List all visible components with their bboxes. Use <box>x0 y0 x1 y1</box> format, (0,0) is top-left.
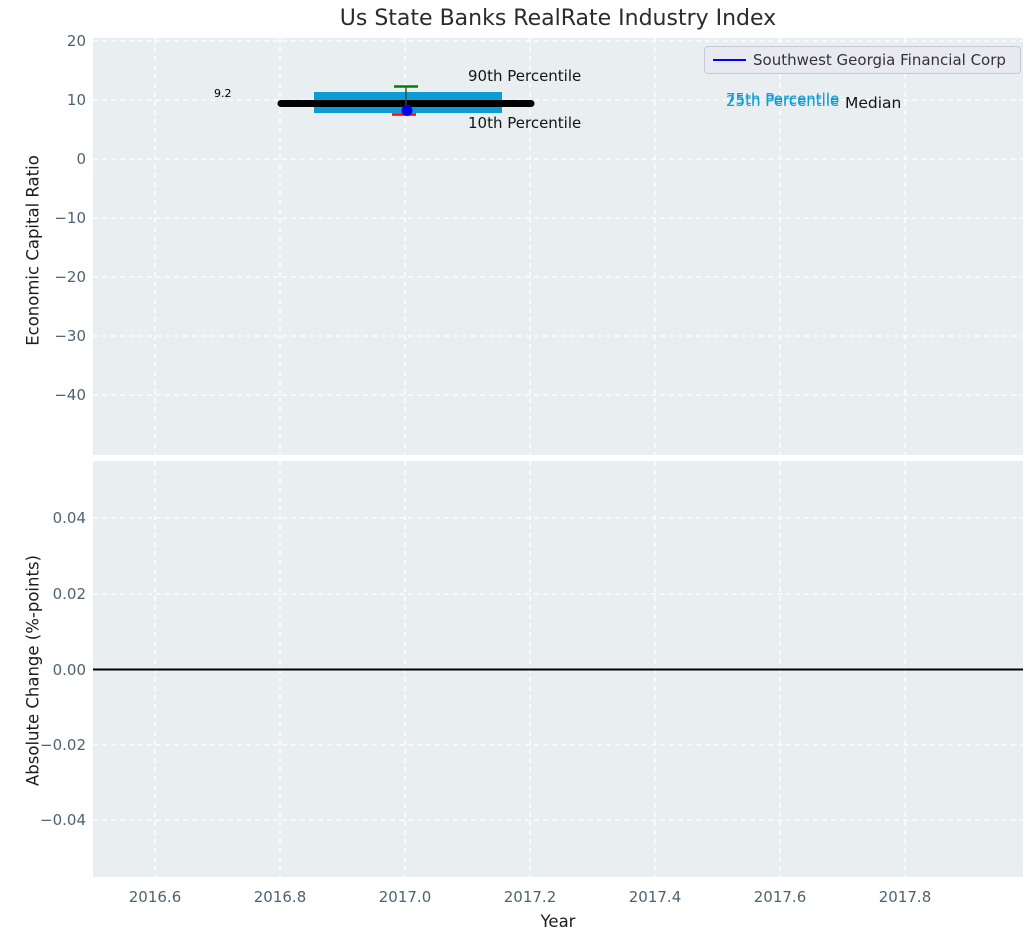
p75-annotation: 75th Percentile <box>726 90 840 108</box>
x-axis-label: Year <box>540 912 576 931</box>
bottom-ytick-n002: −0.02 <box>40 736 86 754</box>
p10-annotation: 10th Percentile <box>468 114 582 132</box>
legend: Southwest Georgia Financial Corp <box>704 46 1021 74</box>
median-annotation: Median <box>845 94 902 112</box>
top-ytick-n20: −20 <box>54 268 86 286</box>
legend-line-sample <box>713 59 746 61</box>
xtick-2017-4: 2017.4 <box>628 888 682 906</box>
bottom-ytick-002: 0.02 <box>52 585 86 603</box>
bottom-ytick-000: 0.00 <box>52 661 86 679</box>
xtick-2017-2: 2017.2 <box>503 888 557 906</box>
bottom-ytick-004: 0.04 <box>52 509 86 527</box>
top-plot-background <box>93 38 1023 455</box>
top-ytick-n10: −10 <box>54 209 86 227</box>
xtick-2017-8: 2017.8 <box>878 888 932 906</box>
chart-title: Us State Banks RealRate Industry Index <box>339 6 777 31</box>
median-value-annotation: 9.2 <box>214 87 232 100</box>
xtick-2017-0: 2017.0 <box>378 888 432 906</box>
p90-annotation: 90th Percentile <box>468 67 582 85</box>
company-marker-dot <box>401 105 413 116</box>
xtick-2016-8: 2016.8 <box>253 888 307 906</box>
xtick-2017-6: 2017.6 <box>753 888 807 906</box>
legend-label: Southwest Georgia Financial Corp <box>753 51 1006 69</box>
top-ytick-10: 10 <box>66 91 86 109</box>
top-ytick-n30: −30 <box>54 327 86 345</box>
top-ytick-0: 0 <box>76 150 86 168</box>
bottom-ytick-n004: −0.04 <box>40 811 86 829</box>
top-ytick-n40: −40 <box>54 386 86 404</box>
xtick-2016-6: 2016.6 <box>128 888 182 906</box>
top-ytick-20: 20 <box>66 32 86 50</box>
p25-annotation: 25th Percentile <box>726 92 840 110</box>
